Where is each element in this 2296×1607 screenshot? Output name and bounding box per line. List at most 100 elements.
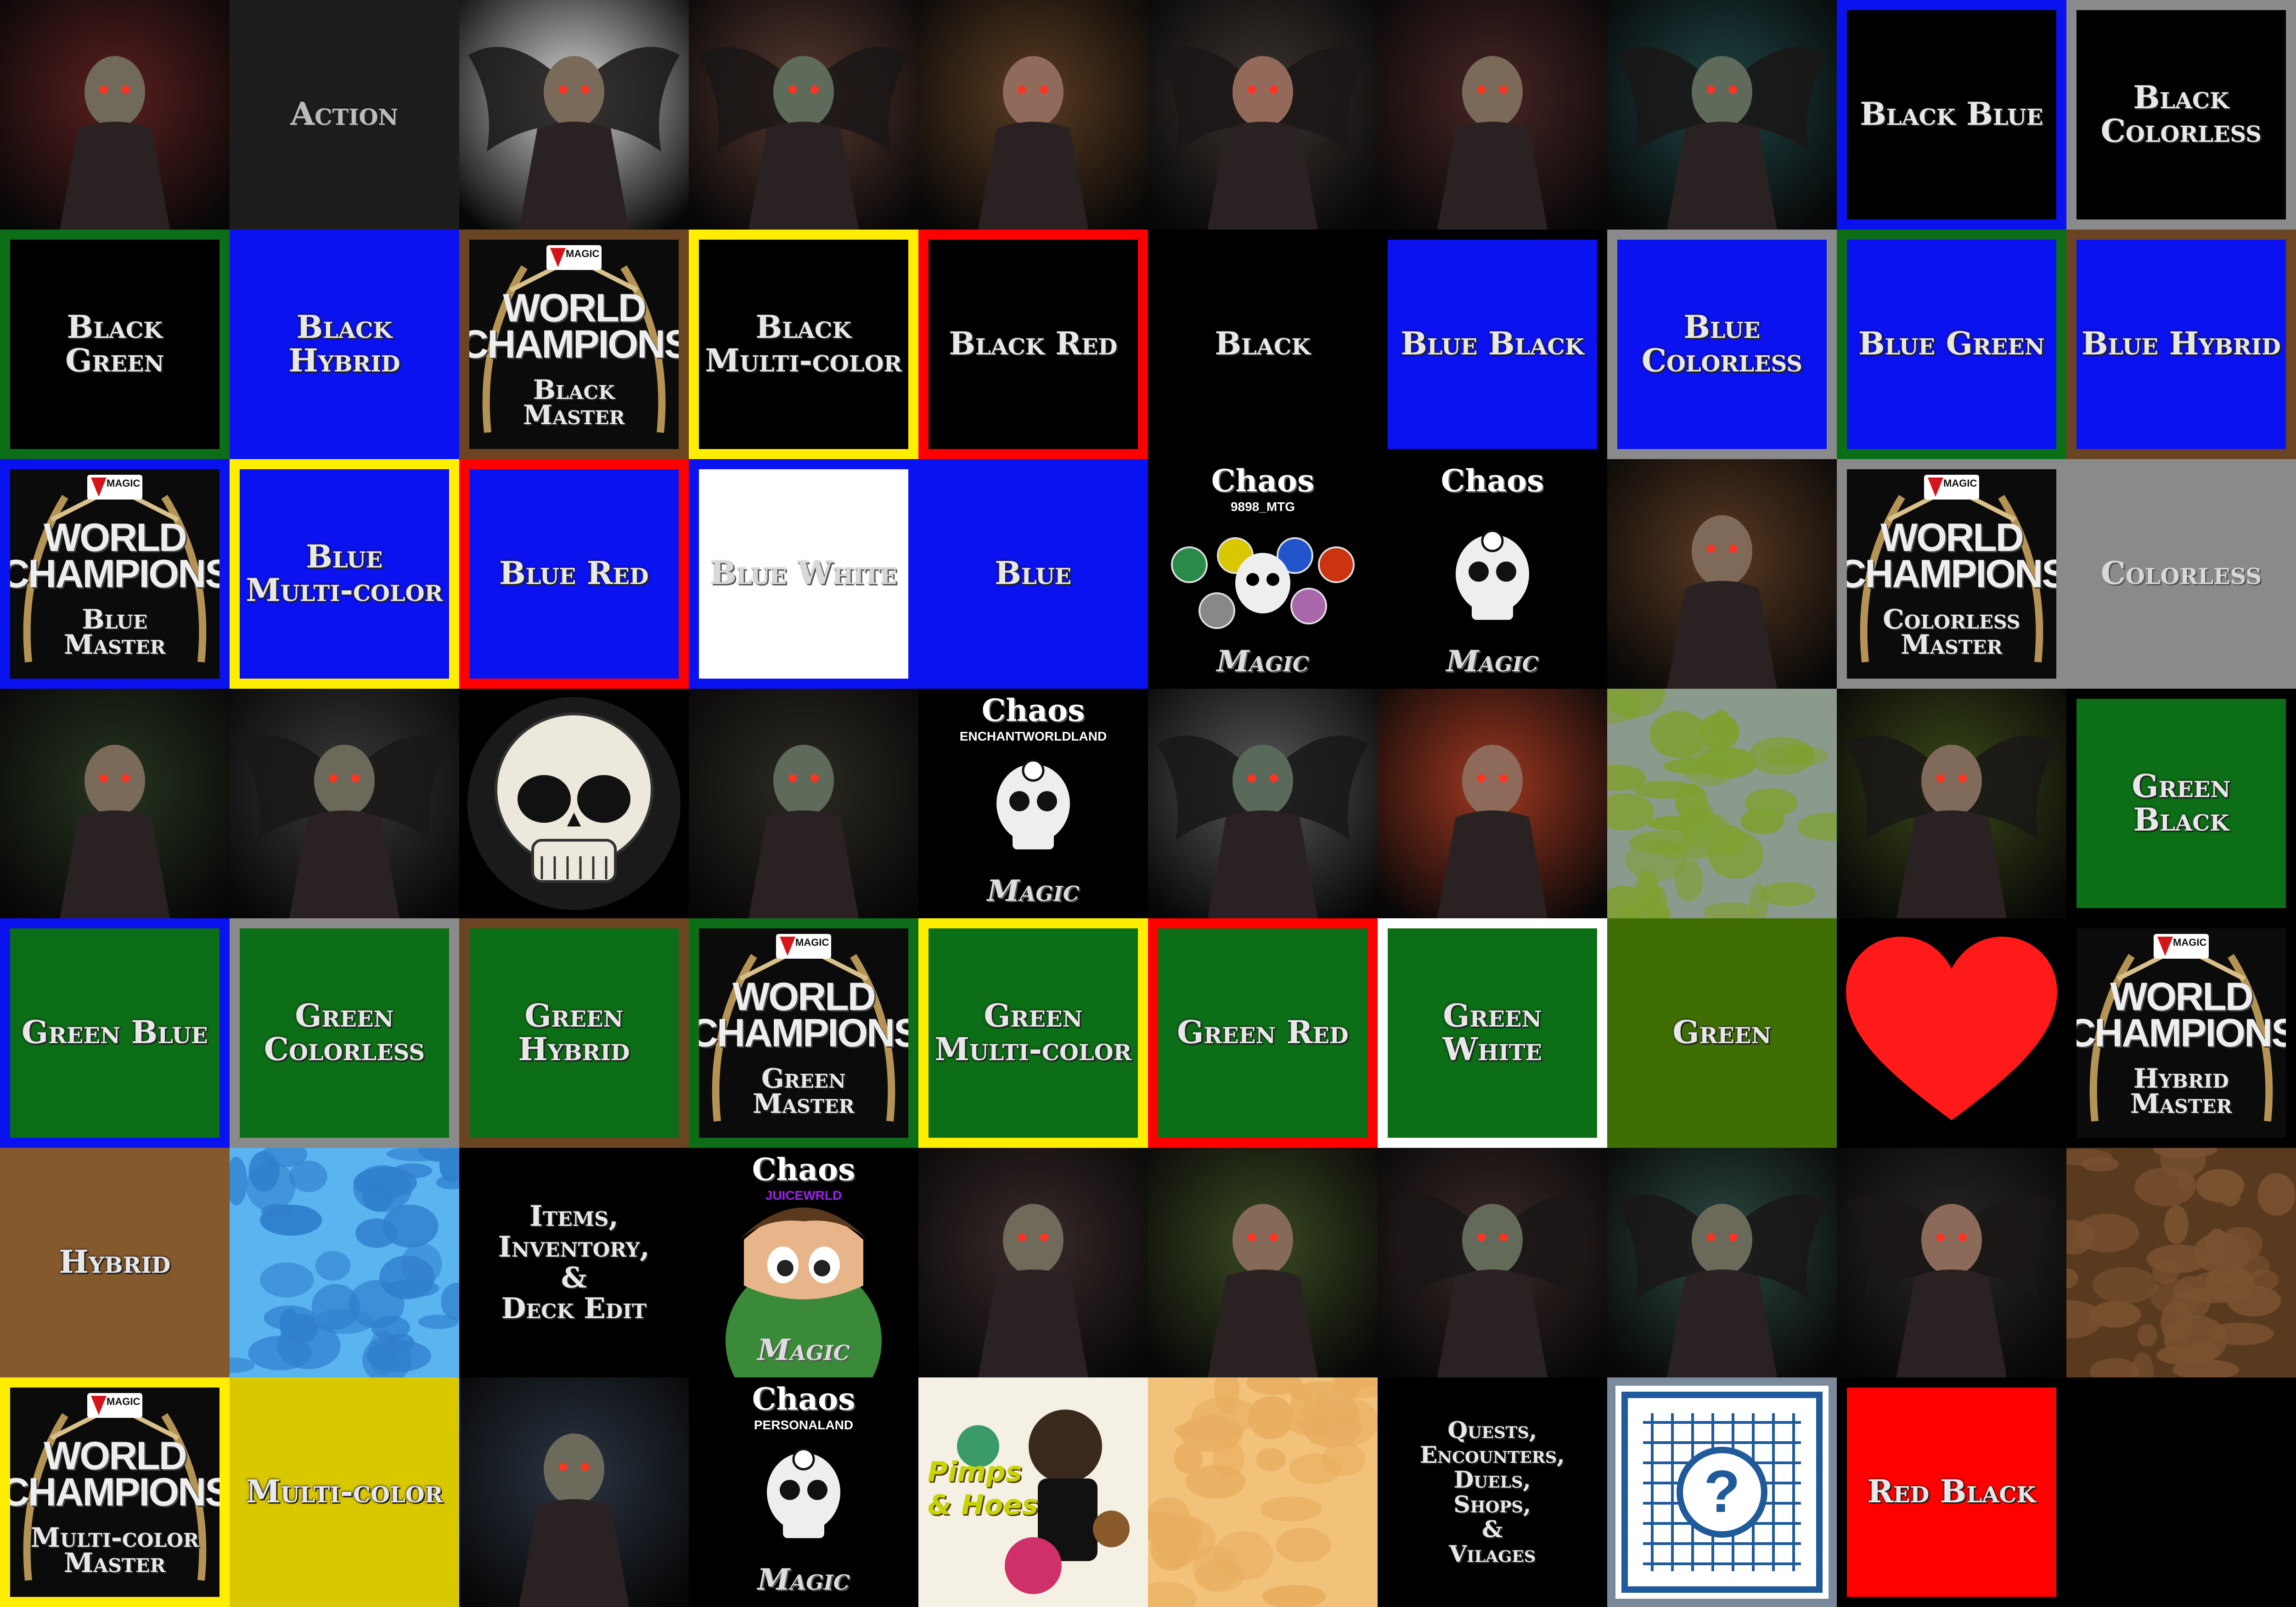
tile-black[interactable]: Black — [1148, 230, 1378, 459]
badge-subtitle: Hybrid Master — [2130, 1063, 2232, 1120]
artwork-tile[interactable] — [1837, 1148, 2066, 1377]
tile-label: Black Hybrid — [288, 309, 400, 379]
tile-black-red[interactable]: Black Red — [918, 230, 1148, 459]
ornate-mask-portrait-icon — [918, 0, 1148, 230]
chaos-magic-logo-tile[interactable]: Chaos PERSONALAND Magic — [689, 1377, 918, 1607]
artwork-tile[interactable] — [1607, 459, 1837, 689]
chaos-magic-logo-tile[interactable]: Chaos ENCHANTWORLDLAND Magic — [918, 689, 1148, 918]
tile-blue-green[interactable]: Blue Green — [1837, 230, 2066, 459]
cartoon-character-icon — [726, 1208, 882, 1377]
screaming-woman-icon — [1378, 689, 1607, 918]
artwork-tile[interactable] — [1378, 0, 1607, 230]
skull-illustration-tile[interactable] — [459, 689, 689, 918]
tile-black-hybrid[interactable]: Black Hybrid — [230, 230, 459, 459]
tile-black-colorless[interactable]: Black Colorless — [2066, 0, 2296, 230]
tile-green-multi-color[interactable]: Green Multi-color — [918, 918, 1148, 1148]
artwork-tile[interactable] — [1607, 1148, 1837, 1377]
tile-label: Blue Colorless — [1642, 309, 1802, 379]
tile-blue-black[interactable]: Blue Black — [1378, 230, 1607, 459]
tile-blue-red[interactable]: Blue Red — [459, 459, 689, 689]
tile-green-blue[interactable]: Green Blue — [0, 918, 230, 1148]
world-championship-badge-tile[interactable]: MAGIC WORLD CHAMPIONSHIP Colorless Master — [1837, 459, 2066, 689]
artwork-tile[interactable] — [1837, 689, 2066, 918]
tile-label: Green Colorless — [264, 997, 425, 1068]
artwork-tile[interactable] — [689, 689, 918, 918]
artwork-tile[interactable] — [1378, 689, 1607, 918]
tile-label: Hybrid — [59, 1244, 171, 1281]
hooded-skeleton-lantern-icon — [0, 689, 230, 918]
artwork-tile[interactable] — [1378, 1148, 1607, 1377]
artwork-tile[interactable] — [1148, 689, 1378, 918]
tile-blue-colorless[interactable]: Blue Colorless — [1607, 230, 1837, 459]
tile-label: Green Hybrid — [518, 997, 630, 1068]
tile-hybrid[interactable]: Hybrid — [0, 1148, 230, 1377]
winged-demon-icon — [689, 0, 918, 230]
artwork-tile[interactable] — [689, 0, 918, 230]
tile-label: Action — [290, 96, 399, 133]
artwork-tile[interactable] — [0, 689, 230, 918]
chaos-wordmark: Chaos — [1441, 463, 1544, 499]
texture-tile[interactable] — [1148, 1377, 1378, 1607]
card-back-tile[interactable]: ? — [1607, 1377, 1837, 1607]
artwork-tile[interactable] — [1148, 1148, 1378, 1377]
magic-wordmark: Magic — [987, 874, 1080, 908]
tile-multi-color[interactable]: Multi-color — [230, 1377, 459, 1607]
laurel-emblem-icon — [23, 1393, 207, 1581]
skull-emblem-icon — [1456, 529, 1529, 620]
skeleton-reading-icon — [689, 689, 918, 918]
tile-green-red[interactable]: Green Red — [1148, 918, 1378, 1148]
tile-label: Quests, Encounters, Duels, Shops, & Vila… — [1420, 1416, 1565, 1568]
tile-blue-hybrid[interactable]: Blue Hybrid — [2066, 230, 2296, 459]
texture-tile[interactable] — [1607, 689, 1837, 918]
artwork-tile[interactable] — [0, 0, 230, 230]
tile-green[interactable]: Green — [1607, 918, 1837, 1148]
hooded-green-reaper-icon — [1837, 689, 2066, 918]
artwork-tile[interactable] — [918, 1148, 1148, 1377]
tile-black-multi-color[interactable]: Black Multi-color — [689, 230, 918, 459]
artwork-tile[interactable] — [1148, 0, 1378, 230]
world-championship-badge-tile[interactable]: MAGIC WORLD CHAMPIONSHIP Green Master — [689, 918, 918, 1148]
chaos-magic-logo-tile[interactable]: Chaos Magic — [1378, 459, 1607, 689]
laurel-emblem-icon — [712, 934, 895, 1122]
tile-green-black[interactable]: Green Black — [2066, 689, 2296, 918]
red-eyed-demon-icon — [1378, 1148, 1607, 1377]
tile-blue[interactable]: Blue — [918, 459, 1148, 689]
tile-label: Items, Inventory, & Deck Edit — [498, 1199, 650, 1325]
tile-red-black[interactable]: Red Black — [1837, 1377, 2066, 1607]
bloody-woman-portrait-icon — [0, 0, 230, 230]
chaos-magic-logo-tile[interactable]: Chaos JUICEWRLD Magic — [689, 1148, 918, 1377]
tile-blue-white[interactable]: Blue White — [689, 459, 918, 689]
world-championship-badge-tile[interactable]: MAGIC WORLD CHAMPIONSHIP Hybrid Master — [2066, 918, 2296, 1148]
world-championship-badge-tile[interactable]: MAGIC WORLD CHAMPIONSHIP Blue Master — [0, 459, 230, 689]
comic-art-tile[interactable]: Pimps & Hoes — [918, 1377, 1148, 1607]
tile-black-blue[interactable]: Black Blue — [1837, 0, 2066, 230]
artwork-tile[interactable] — [918, 0, 1148, 230]
camo-blue-water-texture-icon — [230, 1148, 459, 1377]
texture-tile[interactable] — [230, 1148, 459, 1377]
magic-wordmark: Magic — [757, 1333, 850, 1367]
tile-blue-multi-color[interactable]: Blue Multi-color — [230, 459, 459, 689]
tile-green-white[interactable]: Green White — [1378, 918, 1607, 1148]
artwork-tile[interactable] — [230, 689, 459, 918]
horned-demon-icon — [1148, 0, 1378, 230]
artwork-tile[interactable] — [459, 1377, 689, 1607]
laurel-emblem-icon — [1860, 475, 2043, 663]
tile-quests-encounters-duels-shops-vilages[interactable]: Quests, Encounters, Duels, Shops, & Vila… — [1378, 1377, 1607, 1607]
tile-black-green[interactable]: Black Green — [0, 230, 230, 459]
svg-text:?: ? — [1704, 1458, 1740, 1525]
tile-green-colorless[interactable]: Green Colorless — [230, 918, 459, 1148]
tile-green-hybrid[interactable]: Green Hybrid — [459, 918, 689, 1148]
chaos-magic-logo-tile[interactable]: Chaos 9898_MTG Magic — [1148, 459, 1378, 689]
artwork-tile[interactable] — [1607, 0, 1837, 230]
artwork-tile[interactable] — [459, 0, 689, 230]
texture-tile[interactable] — [2066, 1148, 2296, 1377]
tile-colorless[interactable]: Colorless — [2066, 459, 2296, 689]
tile-label: Blue Red — [499, 555, 649, 592]
skull-emblem-icon — [767, 1448, 840, 1538]
tile-items-inventory-deck-edit[interactable]: Items, Inventory, & Deck Edit — [459, 1148, 689, 1377]
tile-action[interactable]: Action — [230, 0, 459, 230]
world-championship-badge-tile[interactable]: MAGIC WORLD CHAMPIONSHIP Black Master — [459, 230, 689, 459]
dark-winged-swordsman-icon — [1837, 1148, 2066, 1377]
heart-tile[interactable] — [1837, 918, 2066, 1148]
world-championship-badge-tile[interactable]: MAGIC WORLD CHAMPIONSHIP Multi-color Maste… — [0, 1377, 230, 1607]
